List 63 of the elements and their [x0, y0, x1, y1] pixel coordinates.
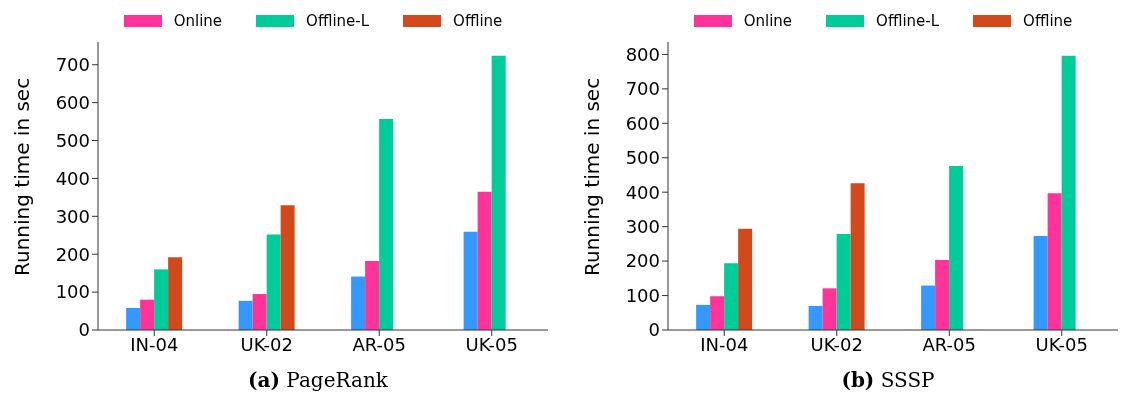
y-tick-label: 500 [55, 129, 90, 151]
bar [126, 308, 141, 330]
text: (b) SSSP [840, 368, 936, 392]
legend-label: Offline [453, 12, 503, 30]
y-axis-title: Running time in sec [10, 77, 35, 276]
bar [491, 55, 506, 330]
x-tick-label: IN-04 [130, 333, 179, 355]
y-tick-label: 300 [55, 205, 90, 227]
y-tick-label: 100 [625, 284, 660, 306]
y-tick-label: 0 [648, 319, 660, 341]
bar [140, 299, 155, 330]
y-tick-label: 500 [625, 147, 660, 169]
legend-label: Offline-L [876, 12, 940, 30]
y-tick-label: 300 [625, 216, 660, 238]
legend-label: Offline-L [306, 12, 370, 30]
bar [463, 231, 478, 330]
y-tick-label: 200 [625, 250, 660, 272]
x-tick-label: IN-04 [700, 333, 749, 355]
bar [738, 228, 753, 330]
bar [808, 305, 823, 330]
bar [365, 261, 380, 330]
bar [822, 288, 837, 330]
y-tick-label: 800 [625, 43, 660, 65]
bar [1061, 55, 1076, 330]
y-tick-label: 600 [55, 92, 90, 114]
y-tick-label: 400 [625, 181, 660, 203]
bar [696, 304, 711, 330]
bar [266, 234, 281, 330]
y-tick-label: 600 [625, 112, 660, 134]
bar [921, 285, 936, 330]
bar [949, 166, 964, 330]
bar [252, 294, 267, 330]
legend-label: Offline [1023, 12, 1073, 30]
bar [1047, 193, 1062, 330]
y-tick-label: 700 [625, 78, 660, 100]
x-tick-label: UK-02 [240, 333, 293, 355]
bar [935, 260, 950, 330]
bar [850, 183, 865, 330]
y-tick-label: 100 [55, 281, 90, 303]
legend-label: Online [743, 12, 793, 30]
bar [1033, 235, 1048, 330]
bar [724, 263, 739, 330]
x-tick-label: UK-05 [465, 333, 518, 355]
bar [710, 296, 725, 330]
bar [351, 276, 366, 330]
x-tick-label: UK-05 [1035, 333, 1088, 355]
text: (a) PageRank [247, 368, 389, 392]
bar [280, 205, 295, 330]
y-tick-label: 400 [55, 167, 90, 189]
bar [379, 118, 394, 330]
x-tick-label: AR-05 [922, 333, 976, 355]
x-tick-label: UK-02 [810, 333, 863, 355]
bar [836, 233, 851, 330]
y-tick-label: 700 [55, 54, 90, 76]
bar [154, 269, 169, 330]
y-axis-title: Running time in sec [580, 77, 605, 276]
y-tick-label: 200 [55, 243, 90, 265]
y-tick-label: 0 [78, 319, 90, 341]
x-tick-label: AR-05 [352, 333, 406, 355]
bar [168, 257, 183, 330]
bar [238, 300, 253, 330]
legend-label: Online [173, 12, 223, 30]
bar [477, 191, 492, 330]
